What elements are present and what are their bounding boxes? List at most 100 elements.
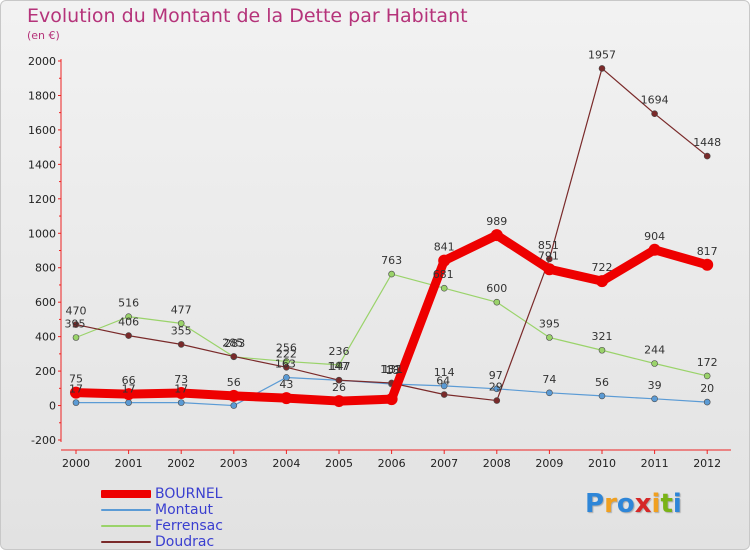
data-label-ferrensac: 321 [592,330,613,343]
data-point-ferrensac [546,334,553,341]
data-label-overlap: 131 [382,363,403,376]
data-point-ferrensac [651,360,658,367]
data-label-overlap: 395 [65,317,86,330]
data-label-overlap: 147 [328,360,349,373]
data-point-montaut [440,382,448,390]
data-point-doudrac [546,255,553,263]
data-point-doudrac [230,353,238,360]
data-label-doudrac: 1448 [693,136,721,149]
data-label-bournel: 26 [332,381,346,394]
data-point-doudrac [703,152,711,160]
data-label-ferrensac: 244 [644,344,665,357]
brand-letter: P [585,489,605,519]
legend-item-montaut: Montaut [101,502,341,518]
data-label-montaut: 39 [648,379,662,392]
data-label-doudrac: 1957 [588,48,616,61]
data-label-montaut: 20 [700,382,714,395]
legend-label: Doudrac [155,534,215,550]
data-label-montaut: 56 [595,376,609,389]
x-tick-label: 2009 [535,457,563,470]
data-point-ferrensac [335,361,343,369]
y-tick-label: 0 [49,400,56,413]
data-point-montaut [72,399,80,406]
data-label-ferrensac: 236 [329,345,350,358]
data-label-montaut: 17 [174,383,188,396]
data-point-ferrensac [388,270,395,278]
series-line-doudrac [75,67,708,402]
brand-logo: Proxiti [585,489,682,519]
data-label-montaut: 114 [434,366,455,379]
x-tick-label: 2000 [62,457,90,470]
data-label-overlap: 285 [222,336,243,349]
data-point-bournel [490,229,503,242]
data-point-montaut [703,398,711,406]
data-label-overlap: 64 [436,375,450,388]
data-label-ferrensac: 395 [539,317,560,330]
legend-swatch [101,525,151,527]
data-point-doudrac [651,110,658,118]
data-point-bournel [385,393,398,406]
y-tick-label: 200 [35,365,56,378]
x-tick-label: 2006 [378,457,406,470]
data-point-montaut [283,374,290,381]
y-tick-label: 1800 [28,89,56,102]
y-tick-label: 1200 [28,193,56,206]
data-point-doudrac [598,65,606,72]
data-label-bournel: 817 [697,245,718,258]
data-label-overlap: 97 [489,369,503,382]
data-point-montaut [598,392,606,400]
y-tick-label: -200 [31,434,56,447]
data-label-doudrac: 222 [276,347,297,360]
data-label-doudrac: 355 [171,324,192,337]
data-label-ferrensac: 477 [171,303,192,316]
x-tick-label: 2008 [483,457,511,470]
x-tick-label: 2001 [115,457,143,470]
data-label-ferrensac: 763 [381,254,402,267]
data-label-overlap: 131 [380,363,401,376]
y-tick-label: 800 [35,262,56,275]
data-label-bournel: 75 [69,373,83,386]
data-point-montaut [230,402,238,409]
data-point-montaut [177,399,185,406]
data-label-overlap: 681 [433,268,454,281]
legend-label: Ferrensac [155,518,223,534]
data-point-bournel [227,389,240,402]
x-tick-label: 2003 [220,457,248,470]
data-label-doudrac: 470 [66,305,87,318]
data-label-bournel: 841 [434,241,455,254]
y-tick-label: 1000 [28,227,56,240]
y-tick-label: 1400 [28,158,56,171]
legend-swatch [101,509,151,511]
legend-swatch [101,541,151,543]
data-label-overlap: 283 [224,337,245,350]
data-point-ferrensac [125,313,132,320]
legend-item-doudrac: Doudrac [101,534,341,550]
legend-item-bournel: BOURNEL [101,486,341,502]
x-tick-label: 2004 [272,457,300,470]
chart-title: Evolution du Montant de la Dette par Hab… [27,5,468,27]
data-point-ferrensac [493,298,501,306]
chart-subtitle: (en €) [27,29,60,42]
data-point-bournel [543,263,556,276]
legend-label: Montaut [155,502,213,518]
x-tick-label: 2010 [588,457,616,470]
data-label-montaut: 17 [122,383,136,396]
data-point-doudrac [335,376,343,384]
data-label-bournel: 73 [174,373,188,386]
data-point-doudrac [177,341,185,348]
data-point-bournel [596,275,608,288]
data-point-doudrac [283,364,290,371]
data-point-bournel [175,386,188,399]
data-point-bournel [701,258,714,271]
data-point-doudrac [125,332,132,339]
data-label-overlap: 13 [386,364,400,377]
data-label-ferrensac: 256 [276,341,297,354]
data-point-doudrac [72,321,80,328]
brand-letter: o [616,489,635,519]
data-label-bournel: 43 [279,378,293,391]
data-point-montaut [125,399,132,406]
data-label-bournel: 904 [644,230,665,243]
data-point-montaut [651,395,658,403]
